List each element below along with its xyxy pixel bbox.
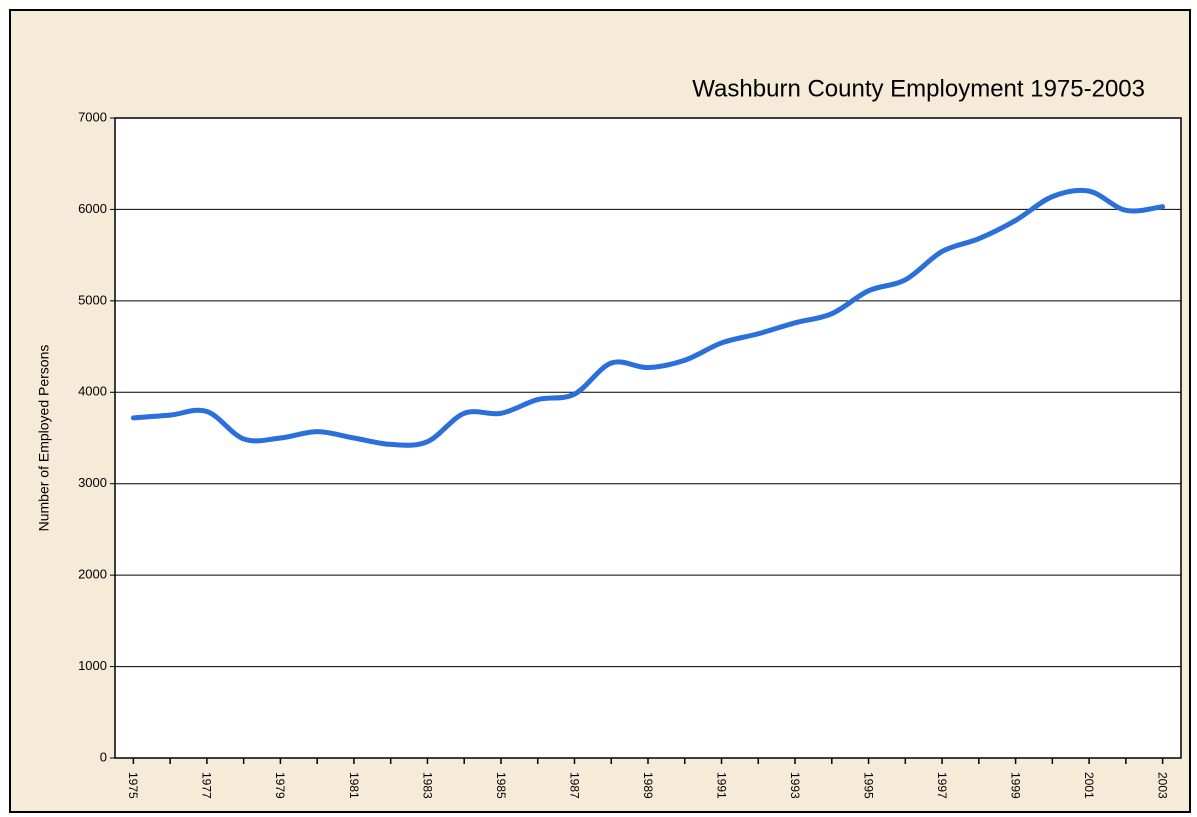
x-tick-label: 1987: [567, 772, 581, 799]
x-tick-label: 2001: [1082, 772, 1096, 799]
x-tick-label: 1985: [494, 772, 508, 799]
x-tick-label: 1989: [641, 772, 655, 799]
x-tick-label: 1993: [788, 772, 802, 799]
y-axis-label: Number of Employed Persons: [36, 345, 52, 532]
y-tick-label: 2000: [78, 567, 107, 582]
x-tick-label: 1995: [861, 772, 875, 799]
line-series: [130, 187, 1166, 448]
x-tick-label: 1983: [420, 772, 434, 799]
y-tick-label: 7000: [78, 109, 107, 124]
x-tick-label: 2003: [1155, 772, 1169, 799]
y-tick-label: 5000: [78, 292, 107, 307]
x-tick-label: 1981: [347, 772, 361, 799]
y-tick-label: 6000: [78, 201, 107, 216]
x-tick-label: 1977: [200, 772, 214, 799]
x-tick-label: 1991: [714, 772, 728, 799]
x-tick-label: 1975: [126, 772, 140, 799]
y-tick-label: 4000: [78, 384, 107, 399]
x-tick-label: 1999: [1008, 772, 1022, 799]
y-tick-label: 0: [100, 749, 107, 764]
chart-title: Washburn County Employment 1975-2003: [692, 75, 1145, 102]
x-tick-label: 1997: [935, 772, 949, 799]
y-tick-label: 3000: [78, 475, 107, 490]
x-tick-label: 1979: [273, 772, 287, 799]
y-tick-label: 1000: [78, 658, 107, 673]
